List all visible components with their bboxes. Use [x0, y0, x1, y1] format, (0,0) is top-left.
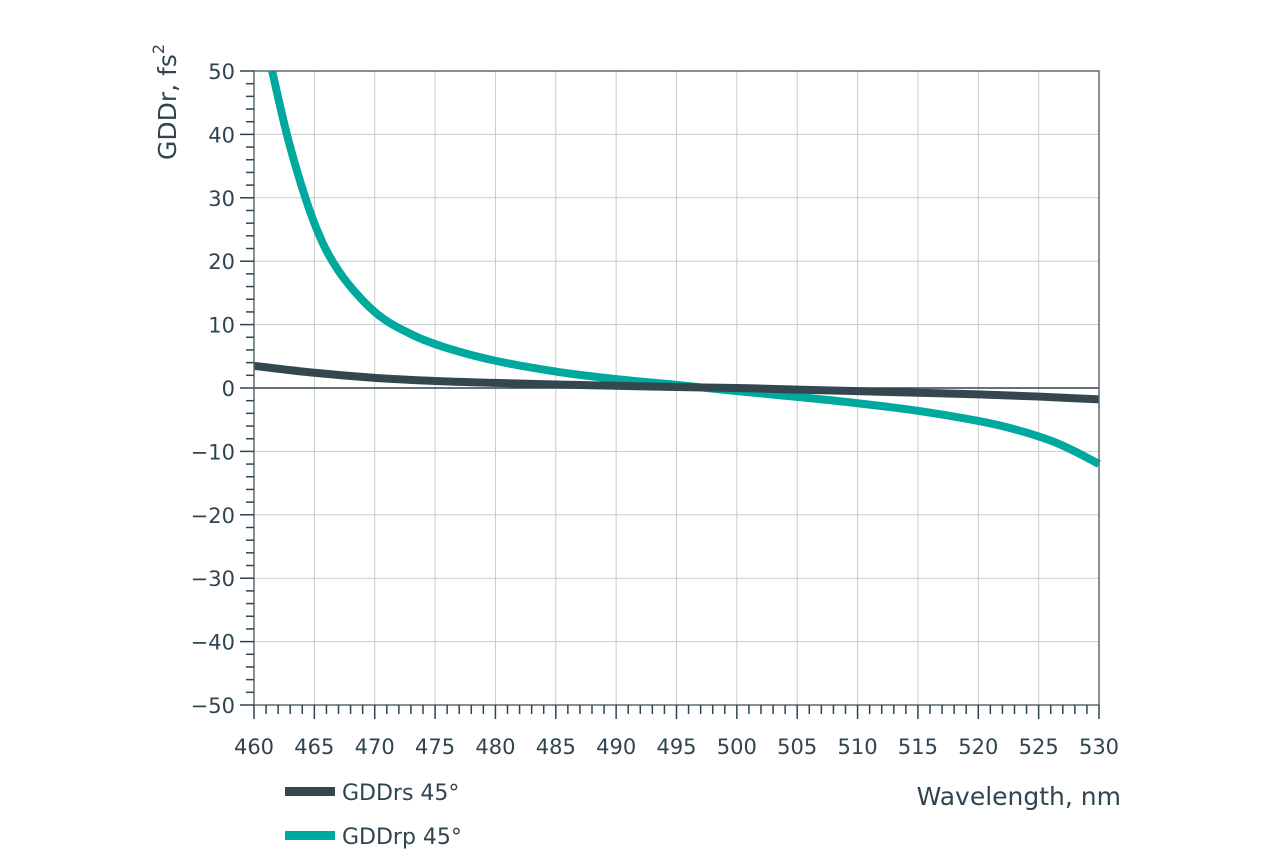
y-tick-labels: 50 40 30 20 10 0 −10 −20 −30 −40 −50: [191, 60, 235, 718]
y-tick-label--10: −10: [191, 440, 235, 464]
x-tick-labels: 460 465 470 475 480 485 490 495 500 505 510 515 520 5…: [234, 735, 1119, 759]
y-tick-label--40: −40: [191, 631, 235, 655]
legend-swatch-gddrs: [285, 787, 335, 796]
series-group: [253, 70, 1101, 468]
x-tick-label-485: 485: [536, 735, 576, 759]
y-axis-title-superscript: 2: [149, 44, 168, 54]
y-tick-label--20: −20: [191, 504, 235, 528]
x-tick-label-465: 465: [294, 735, 334, 759]
x-tick-label-495: 495: [656, 735, 696, 759]
x-tick-label-520: 520: [958, 735, 998, 759]
x-tick-label-490: 490: [596, 735, 636, 759]
y-axis-title: GDDr, fs2: [149, 44, 182, 160]
x-tick-label-510: 510: [838, 735, 878, 759]
y-tick-label-50: 50: [208, 60, 235, 84]
series-gddrs-45-line: [253, 361, 1100, 404]
y-tick-label-0: 0: [222, 377, 235, 401]
minor-ticks: [240, 70, 1100, 719]
x-tick-label-480: 480: [475, 735, 515, 759]
x-tick-label-505: 505: [777, 735, 817, 759]
x-tick-label-525: 525: [1019, 735, 1059, 759]
legend-label-gddrp: GDDrp 45°: [342, 825, 462, 850]
x-tick-label-470: 470: [355, 735, 395, 759]
x-tick-label-500: 500: [717, 735, 757, 759]
series-gddrp-45-line: [268, 70, 1101, 468]
legend-label-gddrs: GDDrs 45°: [342, 781, 459, 806]
x-tick-label-530: 530: [1079, 735, 1119, 759]
legend: GDDrs 45° GDDrp 45°: [285, 781, 462, 850]
y-tick-label-30: 30: [208, 187, 235, 211]
x-axis-title: Wavelength, nm: [917, 782, 1121, 811]
y-tick-label--50: −50: [191, 694, 235, 718]
x-tick-label-515: 515: [898, 735, 938, 759]
y-tick-label--30: −30: [191, 567, 235, 591]
legend-swatch-gddrp: [285, 831, 335, 840]
y-tick-label-10: 10: [208, 314, 235, 338]
x-tick-label-460: 460: [234, 735, 274, 759]
y-tick-label-20: 20: [208, 250, 235, 274]
x-tick-label-475: 475: [415, 735, 455, 759]
y-tick-label-40: 40: [208, 123, 235, 147]
